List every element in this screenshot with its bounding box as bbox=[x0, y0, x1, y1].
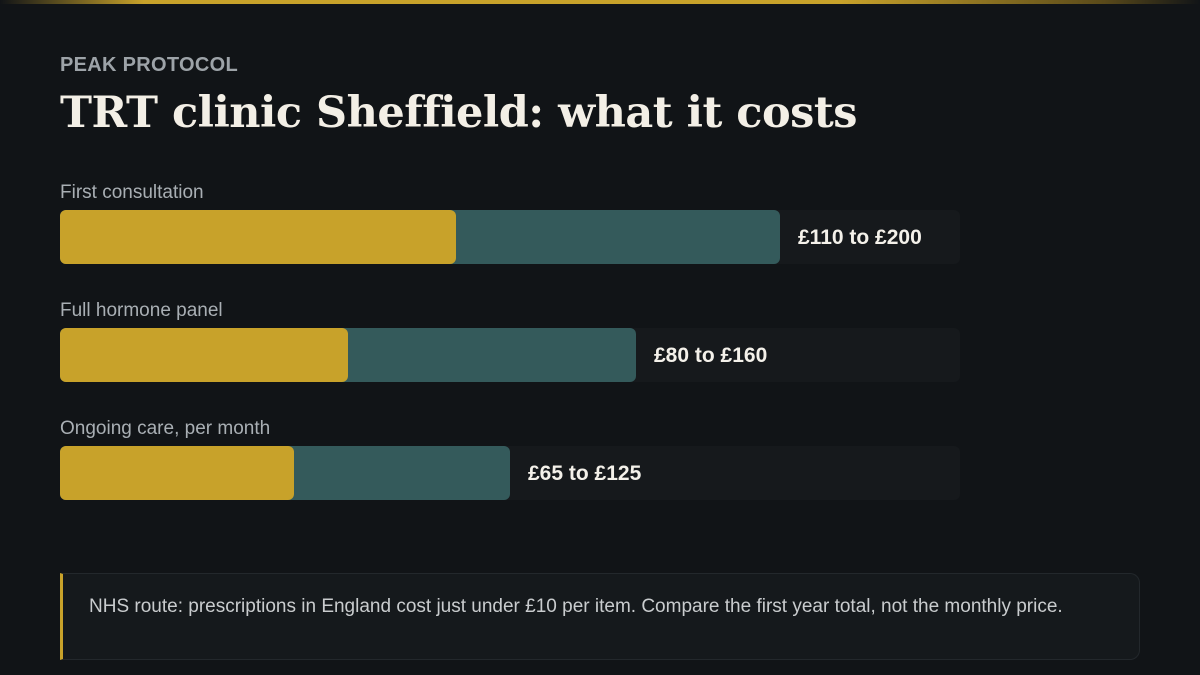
cost-range-chart: First consultation £110 to £200 Full hormo… bbox=[60, 182, 922, 500]
nhs-note-text: NHS route: prescriptions in England cost… bbox=[89, 596, 1063, 617]
row-label: Full hormone panel bbox=[60, 300, 223, 321]
brand-name: PEAK PROTOCOL bbox=[60, 54, 238, 76]
row-label: Ongoing care, per month bbox=[60, 418, 270, 439]
top-accent-bar bbox=[0, 0, 1200, 4]
value-label: £80 to £160 bbox=[654, 344, 767, 367]
bar-low bbox=[60, 328, 348, 382]
row-label: First consultation bbox=[60, 182, 204, 203]
value-label: £110 to £200 bbox=[798, 226, 922, 249]
page-title: TRT clinic Sheffield: what it costs bbox=[60, 88, 857, 138]
bar-low bbox=[60, 446, 294, 500]
bar-low bbox=[60, 210, 456, 264]
value-label: £65 to £125 bbox=[528, 462, 642, 485]
nhs-note: NHS route: prescriptions in England cost… bbox=[60, 573, 1140, 660]
